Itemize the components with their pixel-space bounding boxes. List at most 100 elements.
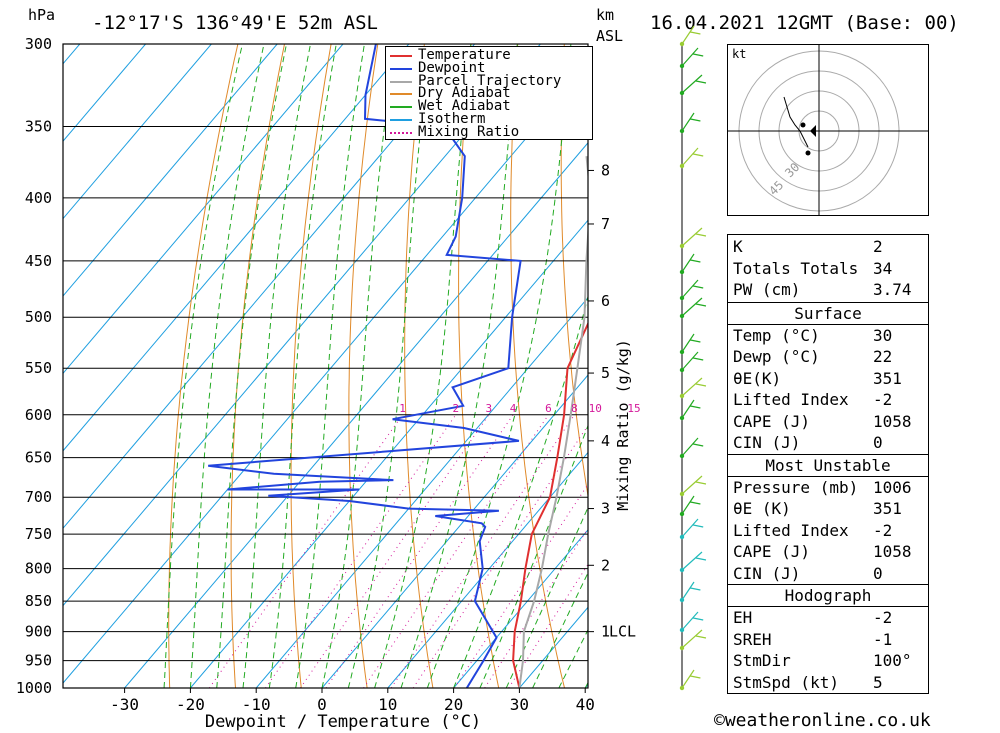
- hodograph-row: EH -2: [728, 607, 928, 629]
- most-unstable-row: Lifted Index -2: [728, 520, 928, 542]
- wind-barb: [681, 74, 707, 94]
- hodograph-value: -1: [873, 629, 893, 649]
- chart-legend: Temperature Dewpoint Parcel Trajectory Dry …: [385, 46, 593, 140]
- hodograph-row: StmDir 100°: [728, 650, 928, 672]
- wet-adiabat-line: [295, 44, 365, 688]
- isotherm-line: [124, 142, 588, 688]
- isotherm-line: [321, 374, 588, 688]
- wind-barb-dot: [679, 163, 685, 169]
- pressure-tick-label: 650: [25, 449, 52, 467]
- most-unstable-key: Pressure (mb): [733, 477, 859, 497]
- wind-barb-dot: [679, 627, 685, 633]
- wet-adiabat-line: [242, 44, 311, 688]
- hodograph-box: kt 30 45: [727, 44, 929, 216]
- datetime-title: 16.04.2021 12GMT (Base: 00): [650, 12, 959, 34]
- wind-barb: [681, 351, 704, 371]
- km-label: 5: [601, 364, 610, 382]
- x-tick-label: 10: [378, 695, 397, 714]
- wind-barb-dot: [679, 349, 685, 355]
- legend-label: Wet Adiabat: [418, 98, 511, 115]
- x-tick-label: -20: [176, 695, 205, 714]
- surface-row: Temp (°C) 30: [728, 325, 928, 347]
- most-unstable-key: θE (K): [733, 499, 791, 518]
- wind-barb-dot: [679, 243, 685, 249]
- most-unstable-key: CIN (J): [733, 563, 801, 583]
- isotherm-line: [63, 44, 146, 142]
- km-unit-label: km: [596, 6, 615, 24]
- wind-barb-dot: [679, 453, 685, 459]
- wind-barb-dot: [679, 534, 685, 540]
- wind-barb: [681, 551, 707, 571]
- surface-row: θE(K) 351: [728, 368, 928, 390]
- mixing-ratio-line: [363, 414, 549, 688]
- legend-item: Wet Adiabat: [386, 98, 592, 115]
- most-unstable-title: Most Unstable: [728, 455, 928, 477]
- wind-barb: [681, 253, 701, 273]
- wind-barb: [681, 611, 704, 631]
- credit-link[interactable]: ©weatheronline.co.uk: [714, 710, 931, 731]
- mixing-ratio-label: 15: [627, 402, 640, 415]
- hodograph-key: StmDir: [733, 651, 791, 670]
- wind-barb: [681, 377, 707, 397]
- x-tick-label: 0: [317, 695, 327, 714]
- most-unstable-row: θE (K) 351: [728, 498, 928, 520]
- most-unstable-value: -2: [873, 520, 893, 540]
- surface-row: CIN (J) 0: [728, 432, 928, 454]
- most-unstable-value: 0: [873, 563, 883, 583]
- wet-adiabat-line: [505, 506, 588, 688]
- legend-item: Mixing Ratio: [386, 123, 592, 140]
- surface-key: Temp (°C): [733, 325, 820, 345]
- surface-row: Dewp (°C) 22: [728, 346, 928, 368]
- index-value: 3.74: [873, 280, 912, 299]
- wind-barb: [681, 297, 707, 317]
- wind-barb: [681, 475, 707, 495]
- wind-barb: [681, 518, 704, 538]
- wind-barb: [681, 112, 701, 132]
- isotherm-line: [63, 64, 588, 684]
- legend-label: Isotherm: [418, 110, 486, 127]
- surface-key: Lifted Index: [733, 390, 849, 409]
- most-unstable-row: CIN (J) 0: [728, 563, 928, 585]
- wind-barb-dot: [679, 645, 685, 651]
- km-label: 8: [601, 161, 610, 179]
- legend-item: Temperature: [386, 48, 592, 62]
- isotherm-line: [63, 44, 541, 607]
- wind-barb-dot: [679, 415, 685, 421]
- wind-barb-dot: [679, 90, 685, 96]
- legend-label: Mixing Ratio: [418, 123, 520, 140]
- legend-swatch: [390, 55, 412, 57]
- location-title: -12°17'S 136°49'E 52m ASL: [92, 12, 378, 34]
- legend-swatch: [390, 131, 412, 134]
- dry-adiabat-line: [510, 44, 565, 688]
- pressure-unit-label: hPa: [28, 6, 56, 24]
- wet-adiabat-line: [400, 44, 518, 688]
- pressure-tick-label: 450: [25, 252, 52, 270]
- legend-swatch: [390, 67, 412, 70]
- pressure-tick-label: 950: [25, 652, 52, 670]
- isotherm-line: [255, 296, 588, 688]
- x-tick-label: 30: [510, 695, 529, 714]
- km-label: 3: [601, 500, 610, 518]
- wind-barb-dot: [679, 269, 685, 275]
- isotherm-line: [63, 44, 344, 375]
- skewt-chart: 3003504004505005506006507007508008509009…: [16, 35, 640, 732]
- wind-barb: [681, 495, 701, 515]
- surface-row: Lifted Index -2: [728, 389, 928, 411]
- legend-item: Isotherm: [386, 110, 592, 127]
- x-tick-label: 40: [576, 695, 595, 714]
- wet-adiabat-line: [347, 44, 432, 688]
- wind-barb: [681, 669, 701, 689]
- legend-label: Dewpoint: [418, 59, 486, 76]
- wind-barb-dot: [679, 41, 685, 47]
- mixing-ratio-label: 1: [399, 402, 406, 415]
- isotherm-line: [453, 529, 588, 688]
- legend-item: Dry Adiabat: [386, 87, 592, 100]
- pressure-tick-label: 550: [25, 359, 52, 377]
- mixing-ratio-label: 8: [571, 402, 578, 415]
- legend-swatch: [390, 93, 412, 96]
- mixing-ratio-label: 3: [485, 402, 492, 415]
- wind-barb: [681, 333, 701, 353]
- wet-adiabat-line: [453, 294, 588, 688]
- km-label: 4: [601, 432, 610, 450]
- hodograph-key: StmSpd (kt): [733, 672, 839, 692]
